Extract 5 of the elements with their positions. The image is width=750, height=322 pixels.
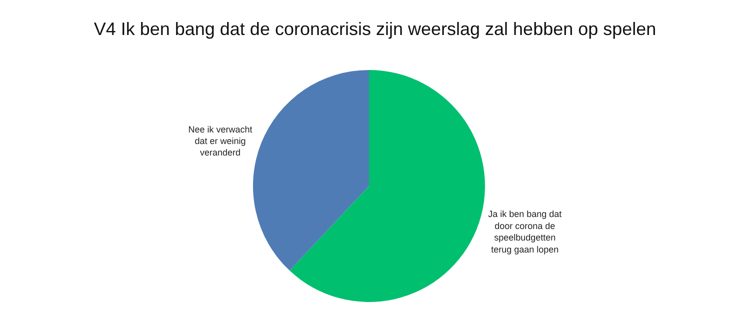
slice-label: Ja ik ben bang dat door corona de speelbudgetten terug gaan lopen bbox=[488, 209, 562, 254]
pie-slice bbox=[290, 70, 485, 302]
slice-label: Nee ik verwacht dat er weinig veranderd bbox=[188, 124, 253, 158]
chart-title: V4 Ik ben bang dat de coronacrisis zijn weerslag zal hebben op spelen bbox=[94, 19, 656, 40]
pie-slice bbox=[253, 70, 369, 271]
